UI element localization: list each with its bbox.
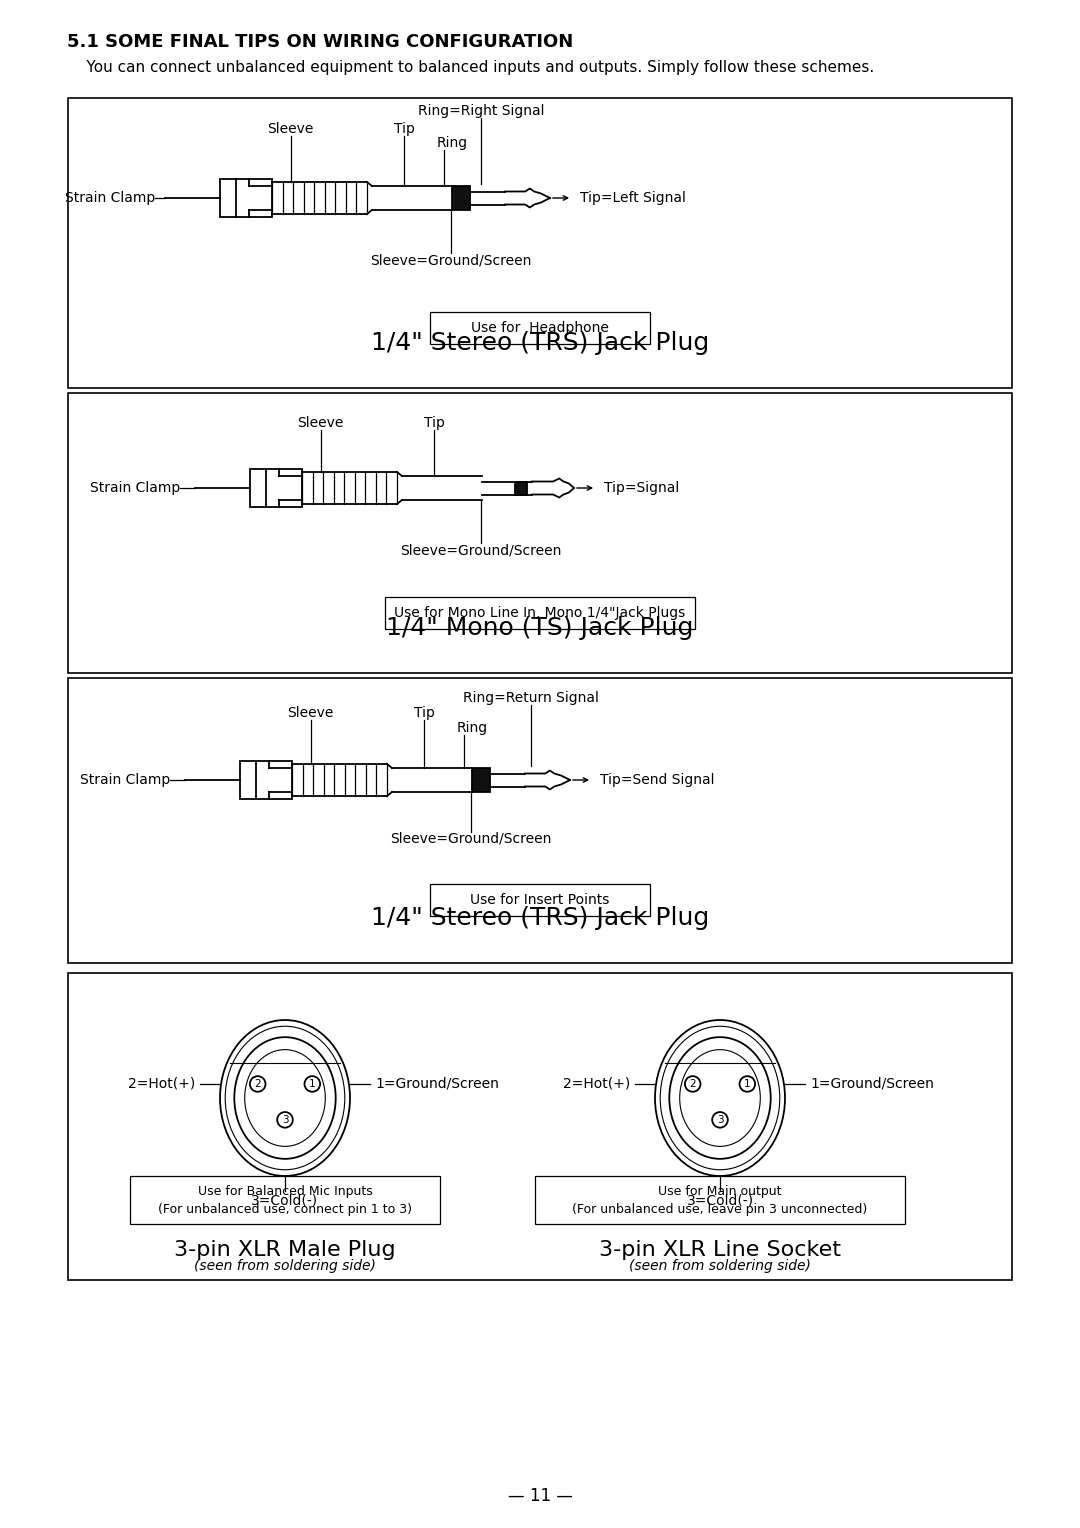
Text: Strain Clamp: Strain Clamp <box>65 191 156 205</box>
Text: 1/4" Stereo (TRS) Jack Plug: 1/4" Stereo (TRS) Jack Plug <box>370 906 710 931</box>
Text: Use for  Headphone: Use for Headphone <box>471 321 609 335</box>
Bar <box>514 481 527 495</box>
Text: Use for Main output: Use for Main output <box>658 1186 782 1198</box>
Text: Sleeve: Sleeve <box>287 706 334 720</box>
Text: Tip=Left Signal: Tip=Left Signal <box>580 191 686 205</box>
Text: Strain Clamp: Strain Clamp <box>90 481 180 495</box>
Text: 3=Cold(-): 3=Cold(-) <box>252 1193 319 1209</box>
Text: Use for Balanced Mic Inputs: Use for Balanced Mic Inputs <box>198 1186 373 1198</box>
Circle shape <box>685 1076 701 1093</box>
Text: 3: 3 <box>282 1115 288 1125</box>
Bar <box>68 678 1012 963</box>
Text: 3: 3 <box>717 1115 724 1125</box>
Circle shape <box>249 1076 266 1093</box>
Text: Tip=Send Signal: Tip=Send Signal <box>600 773 715 787</box>
Text: Tip: Tip <box>393 122 415 136</box>
Bar <box>430 312 650 344</box>
Text: 5.1 SOME FINAL TIPS ON WIRING CONFIGURATION: 5.1 SOME FINAL TIPS ON WIRING CONFIGURAT… <box>67 34 573 50</box>
Bar <box>130 1177 440 1224</box>
Bar <box>472 769 490 792</box>
Text: — 11 —: — 11 — <box>508 1487 572 1505</box>
Text: 2: 2 <box>255 1079 261 1089</box>
Text: Use for Mono Line In, Mono 1/4"Jack Plugs: Use for Mono Line In, Mono 1/4"Jack Plug… <box>394 607 686 620</box>
Circle shape <box>305 1076 320 1093</box>
Text: 1: 1 <box>744 1079 751 1089</box>
Bar <box>430 885 650 915</box>
Bar <box>249 469 302 507</box>
Bar <box>453 186 470 209</box>
Circle shape <box>278 1112 293 1128</box>
Text: 1/4" Stereo (TRS) Jack Plug: 1/4" Stereo (TRS) Jack Plug <box>370 332 710 354</box>
Text: Sleeve=Ground/Screen: Sleeve=Ground/Screen <box>401 542 562 558</box>
Bar <box>535 1177 905 1224</box>
Text: Tip=Signal: Tip=Signal <box>604 481 679 495</box>
Bar <box>384 597 696 630</box>
Text: Strain Clamp: Strain Clamp <box>80 773 170 787</box>
Text: Sleeve=Ground/Screen: Sleeve=Ground/Screen <box>390 833 552 847</box>
Text: (seen from soldering side): (seen from soldering side) <box>194 1259 376 1273</box>
Text: Ring: Ring <box>457 721 488 735</box>
Text: 2: 2 <box>689 1079 696 1089</box>
Text: 2=Hot(+): 2=Hot(+) <box>563 1077 630 1091</box>
Text: (For unbalanced use, leave pin 3 unconnected): (For unbalanced use, leave pin 3 unconne… <box>572 1204 867 1216</box>
Text: (For unbalanced use, connect pin 1 to 3): (For unbalanced use, connect pin 1 to 3) <box>158 1204 411 1216</box>
Text: (seen from soldering side): (seen from soldering side) <box>629 1259 811 1273</box>
Text: 3=Cold(-): 3=Cold(-) <box>687 1193 754 1209</box>
Text: Sleeve: Sleeve <box>297 416 343 429</box>
Text: Tip: Tip <box>423 416 445 429</box>
Text: Ring=Return Signal: Ring=Return Signal <box>463 691 599 704</box>
Bar <box>68 973 1012 1280</box>
Text: Sleeve=Ground/Screen: Sleeve=Ground/Screen <box>370 254 531 267</box>
Text: Sleeve: Sleeve <box>268 122 313 136</box>
Text: Tip: Tip <box>414 706 434 720</box>
Bar <box>220 179 272 217</box>
Text: Ring=Right Signal: Ring=Right Signal <box>418 104 544 118</box>
Text: 1=Ground/Screen: 1=Ground/Screen <box>810 1077 934 1091</box>
Circle shape <box>740 1076 755 1093</box>
Text: 1: 1 <box>309 1079 315 1089</box>
Text: You can connect unbalanced equipment to balanced inputs and outputs. Simply foll: You can connect unbalanced equipment to … <box>67 60 874 75</box>
Circle shape <box>712 1112 728 1128</box>
Text: Ring: Ring <box>437 136 468 150</box>
Bar <box>68 393 1012 672</box>
Bar <box>240 761 292 799</box>
Text: 3-pin XLR Male Plug: 3-pin XLR Male Plug <box>174 1241 395 1261</box>
Text: Use for Insert Points: Use for Insert Points <box>470 892 610 908</box>
Text: 2=Hot(+): 2=Hot(+) <box>127 1077 195 1091</box>
Text: 3-pin XLR Line Socket: 3-pin XLR Line Socket <box>599 1241 841 1261</box>
Bar <box>68 98 1012 388</box>
Text: 1/4" Mono (TS) Jack Plug: 1/4" Mono (TS) Jack Plug <box>387 616 693 640</box>
Text: 1=Ground/Screen: 1=Ground/Screen <box>375 1077 499 1091</box>
